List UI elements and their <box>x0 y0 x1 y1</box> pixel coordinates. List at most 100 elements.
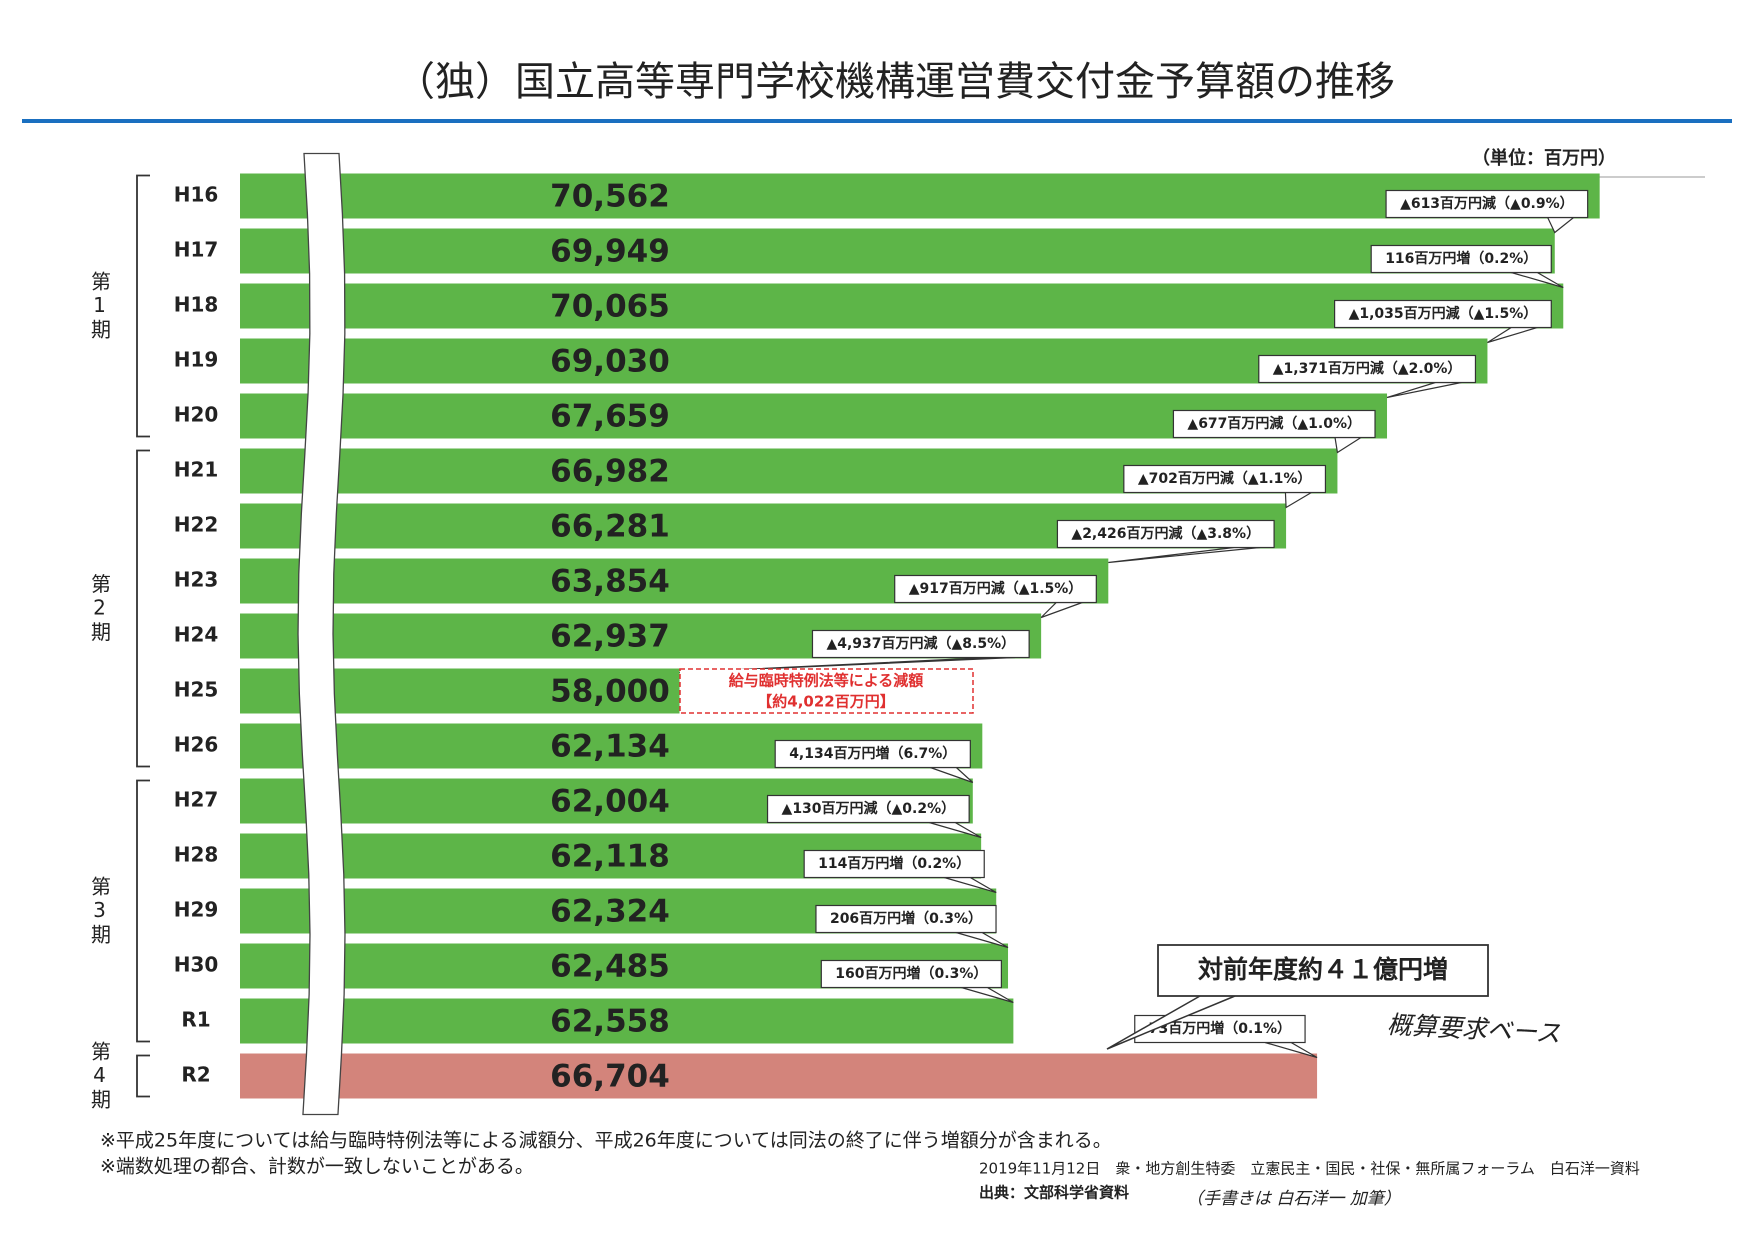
callout-tail <box>1334 436 1364 454</box>
change-label: ▲1,371百万円減（▲2.0%） <box>1273 360 1462 377</box>
period-label: 第1期 <box>88 271 112 341</box>
period-bracket <box>136 779 150 1043</box>
change-label: 116百万円増（0.2%） <box>1385 250 1537 267</box>
change-label: ▲677百万円減（▲1.0%） <box>1187 415 1361 432</box>
summary-label: 対前年度約４１億円増 <box>1198 955 1448 984</box>
category-label: R2 <box>181 1063 210 1087</box>
chart-title: （独）国立高等専門学校機構運営費交付金予算額の推移 <box>395 59 1395 105</box>
change-callout: 160百万円増（0.3%） <box>820 959 1014 1004</box>
value-label: 66,982 <box>550 454 670 490</box>
change-label: ▲2,426百万円減（▲3.8%） <box>1071 525 1260 542</box>
change-box <box>894 574 1097 604</box>
change-callout: ▲1,371百万円減（▲2.0%） <box>1258 354 1477 399</box>
change-callout: 206百万円増（0.3%） <box>815 904 1009 949</box>
category-label: H19 <box>174 348 219 372</box>
change-box <box>1334 299 1552 329</box>
period-bracket <box>136 174 150 438</box>
change-box <box>811 629 1030 659</box>
footnote: ※端数処理の都合、計数が一致しないことがある。 <box>100 1156 534 1178</box>
change-label: ▲702百万円減（▲1.1%） <box>1138 470 1312 487</box>
change-callout: 73百万円増（0.1%） <box>1134 1014 1318 1059</box>
change-box <box>1385 189 1589 219</box>
change-label: ▲613百万円減（▲0.9%） <box>1400 195 1574 212</box>
change-box <box>766 794 970 824</box>
category-label: H28 <box>174 843 219 867</box>
source-line: 2019年11月12日 衆・地方創生特委 立憲民主・国民・社保・無所属フォーラム… <box>979 1160 1640 1178</box>
period-bracket <box>136 449 150 768</box>
value-label: 66,281 <box>550 509 670 545</box>
category-label: H24 <box>174 623 219 647</box>
bar <box>240 1053 1318 1099</box>
callout-tail <box>1386 381 1462 399</box>
reduction-note: 【約4,022百万円】 <box>757 693 894 711</box>
change-callout: ▲130百万円減（▲0.2%） <box>766 794 982 839</box>
value-label: 62,937 <box>550 619 670 655</box>
change-box <box>1172 409 1376 439</box>
value-label: 62,118 <box>550 839 670 875</box>
category-label: H17 <box>174 238 219 262</box>
bar <box>240 228 1555 274</box>
change-box <box>815 904 997 934</box>
source-line: （手書きは 白石洋一 加筆） <box>1186 1189 1401 1209</box>
change-box <box>803 849 985 879</box>
change-label: 73百万円増（0.1%） <box>1149 1020 1291 1037</box>
value-label: 69,949 <box>550 234 670 270</box>
period-bracket <box>136 1054 150 1098</box>
change-label: 4,134百万円増（6.7%） <box>789 745 956 762</box>
category-label: H22 <box>174 513 219 537</box>
change-callout: ▲613百万円減（▲0.9%） <box>1385 189 1589 234</box>
period-label: 第3期 <box>88 876 112 946</box>
handwritten-note: 概算要求ベース <box>1386 1010 1561 1048</box>
change-label: ▲1,035百万円減（▲1.5%） <box>1349 305 1538 322</box>
value-label: 70,562 <box>550 179 670 215</box>
value-label: 58,000 <box>550 674 670 710</box>
value-label: 62,485 <box>550 949 670 985</box>
change-box <box>1123 464 1327 494</box>
summary-tail <box>1106 995 1236 1050</box>
value-label: 66,704 <box>550 1059 670 1095</box>
change-box <box>1258 354 1477 384</box>
change-label: ▲130百万円減（▲0.2%） <box>782 800 956 817</box>
value-label: 63,854 <box>550 564 670 600</box>
bar <box>240 998 1014 1044</box>
unit-label: （単位：百万円） <box>1472 147 1616 169</box>
change-label: ▲917百万円減（▲1.5%） <box>909 580 1083 597</box>
summary-box <box>1157 944 1489 997</box>
value-label: 62,324 <box>550 894 670 930</box>
value-label: 70,065 <box>550 289 670 325</box>
category-label: H25 <box>174 678 219 702</box>
change-callout: ▲702百万円減（▲1.1%） <box>1123 464 1327 509</box>
change-label: 114百万円増（0.2%） <box>818 855 970 872</box>
value-label: 67,659 <box>550 399 670 435</box>
change-box <box>1370 244 1552 274</box>
category-label: H27 <box>174 788 219 812</box>
callout-tail <box>1108 546 1261 564</box>
change-callout: ▲2,426百万円減（▲3.8%） <box>1056 519 1275 564</box>
source-line: 出典：文部科学省資料 <box>979 1184 1129 1202</box>
callout-tail <box>1487 326 1538 344</box>
category-label: H20 <box>174 403 219 427</box>
category-label: H30 <box>174 953 219 977</box>
change-callout: ▲1,035百万円減（▲1.5%） <box>1334 299 1552 344</box>
change-callout: ▲917百万円減（▲1.5%） <box>894 574 1097 619</box>
value-label: 62,004 <box>550 784 670 820</box>
value-label: 62,134 <box>550 729 670 765</box>
category-label: H23 <box>174 568 219 592</box>
change-box <box>820 959 1002 989</box>
footnote: ※平成25年度については給与臨時特例法等による減額分、平成26年度については同法… <box>100 1130 1112 1152</box>
category-label: H18 <box>174 293 219 317</box>
bar <box>240 173 1600 219</box>
category-label: H26 <box>174 733 219 757</box>
callout-tail <box>1040 601 1083 619</box>
reduction-note: 給与臨時特例法等による減額 <box>729 672 924 690</box>
value-label: 69,030 <box>550 344 670 380</box>
change-box <box>774 739 971 769</box>
change-box <box>1056 519 1275 549</box>
change-callout: 116百万円増（0.2%） <box>1370 244 1564 289</box>
callout-tail <box>1284 491 1314 509</box>
change-callout: 4,134百万円増（6.7%） <box>774 739 974 784</box>
change-label: ▲4,937百万円減（▲8.5%） <box>826 635 1015 652</box>
axis-break <box>297 152 346 1116</box>
change-label: 160百万円増（0.3%） <box>835 965 987 982</box>
